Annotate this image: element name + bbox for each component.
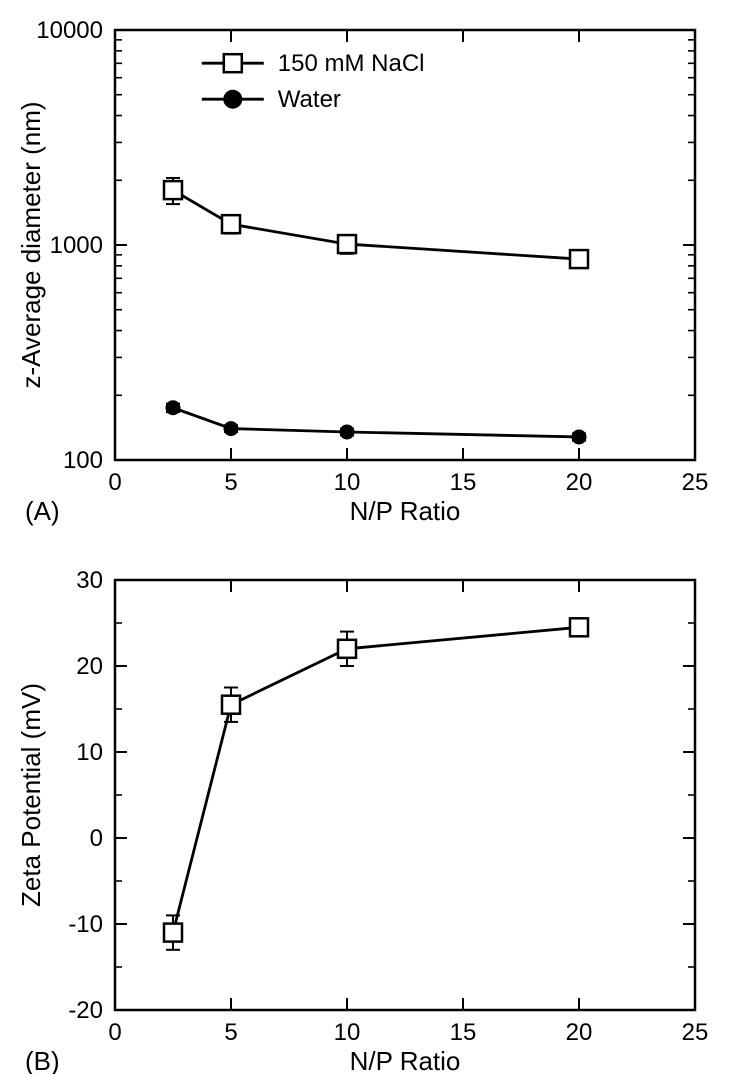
marker-open-square [338, 235, 356, 253]
x-tick-label: 10 [334, 1019, 361, 1046]
chart-panel: 0 5 10 15 20 25 -20 -10 0 10 20 30 N/P Ratio Zeta Pot… [16, 567, 708, 1074]
marker-filled-circle [224, 90, 242, 108]
x-tick-label: 15 [450, 469, 477, 496]
y-tick-label: -20 [68, 997, 103, 1024]
y-tick-label: 10000 [36, 17, 103, 44]
x-tick-label: 20 [566, 1019, 593, 1046]
y-axis-label: z-Average diameter (nm) [16, 101, 46, 388]
y-tick-label: 20 [76, 653, 103, 680]
marker-open-square [222, 215, 240, 233]
panel-label: (B) [25, 1046, 60, 1074]
marker-filled-circle [224, 422, 238, 436]
x-tick-label: 25 [682, 469, 709, 496]
figure-container: 0510152025100100010000N/P Ratioz-Average… [0, 0, 750, 1074]
marker-open-square [338, 640, 356, 658]
panel-label: (A) [25, 496, 60, 526]
legend-label: 150 mM NaCl [278, 50, 425, 77]
x-tick-label: 25 [682, 1019, 709, 1046]
y-tick-label: -10 [68, 911, 103, 938]
x-tick-label: 0 [108, 469, 121, 496]
x-tick-label: 5 [224, 469, 237, 496]
y-tick-label: 30 [76, 567, 103, 594]
y-tick-label: 10 [76, 739, 103, 766]
x-tick-label: 10 [334, 469, 361, 496]
marker-open-square [164, 924, 182, 942]
marker-filled-circle [166, 401, 180, 415]
x-axis-label: N/P Ratio [350, 1046, 461, 1074]
chart-panel: 0 5 10 15 20 25 100 1000 10000 N/P Ratio z-Average… [16, 17, 708, 526]
marker-open-square [224, 54, 242, 72]
marker-open-square [164, 181, 182, 199]
y-tick-label: 100 [63, 447, 103, 474]
y-axis-label: Zeta Potential (mV) [16, 683, 46, 907]
marker-filled-circle [340, 425, 354, 439]
marker-filled-circle [572, 430, 586, 444]
y-tick-label: 0 [90, 825, 103, 852]
x-tick-label: 5 [224, 1019, 237, 1046]
marker-open-square [570, 250, 588, 268]
plot-frame [115, 30, 695, 460]
y-tick-label: 1000 [50, 232, 103, 259]
series-line [173, 627, 579, 932]
x-tick-label: 0 [108, 1019, 121, 1046]
marker-open-square [570, 618, 588, 636]
x-tick-label: 20 [566, 469, 593, 496]
marker-open-square [222, 696, 240, 714]
x-axis-label: N/P Ratio [350, 496, 461, 526]
figure-svg: 0510152025100100010000N/P Ratioz-Average… [0, 0, 750, 1074]
legend-label: Water [278, 86, 341, 113]
x-tick-label: 15 [450, 1019, 477, 1046]
